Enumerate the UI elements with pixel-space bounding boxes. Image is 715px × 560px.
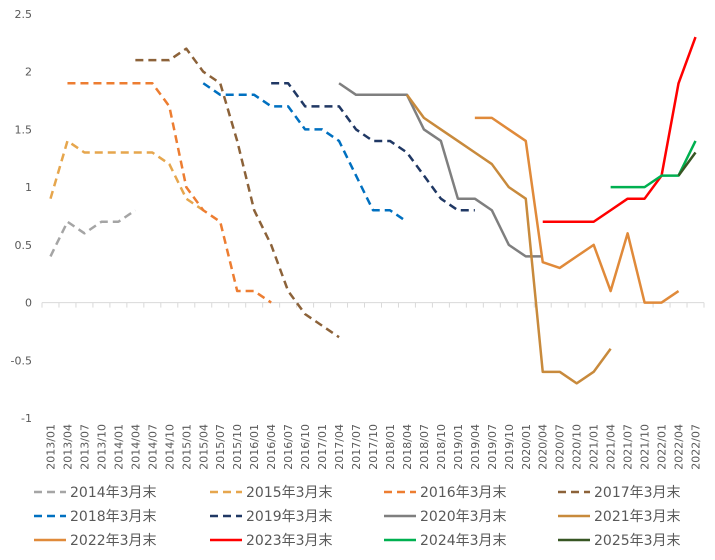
x-tick-label: 2017/10 <box>367 424 380 470</box>
x-tick-label: 2017/07 <box>350 424 363 470</box>
x-tick-label: 2018/01 <box>384 424 397 470</box>
x-tick-label: 2018/10 <box>435 424 448 470</box>
legend-label: 2022年3月末 <box>70 533 157 549</box>
y-tick-label: 0.5 <box>15 239 33 252</box>
legend-label: 2017年3月末 <box>594 485 681 501</box>
x-tick-label: 2016/10 <box>299 424 312 470</box>
x-tick-label: 2020/10 <box>571 424 584 470</box>
series-11-line <box>610 140 697 189</box>
legend-label: 2023年3月末 <box>246 533 333 549</box>
series-8-line <box>405 94 612 385</box>
x-tick-label: 2015/07 <box>214 424 227 470</box>
legend-label: 2014年3月末 <box>70 485 157 501</box>
x-tick-label: 2014/07 <box>146 424 159 470</box>
x-tick-label: 2013/07 <box>78 424 91 470</box>
legend-label: 2021年3月末 <box>594 509 681 525</box>
x-tick-label: 2021/07 <box>622 424 635 470</box>
series-2-line <box>49 139 204 212</box>
series-7-line <box>338 82 543 258</box>
y-tick-labels: -1 -0.5 0 0.5 1 1.5 2 2.5 <box>11 8 32 425</box>
x-tick-label: 2016/04 <box>265 424 278 470</box>
series-9-line <box>474 116 680 304</box>
x-tick-label: 2015/10 <box>231 424 244 470</box>
x-tick-label: 2014/04 <box>129 424 142 470</box>
x-tick-label: 2013/10 <box>95 424 108 470</box>
x-tick-label: 2017/04 <box>333 424 346 470</box>
legend-label: 2016年3月末 <box>420 485 507 501</box>
y-tick-label: 2.5 <box>15 8 33 21</box>
legend-label: 2020年3月末 <box>420 509 507 525</box>
x-tick-label: 2013/04 <box>61 424 74 470</box>
x-tick-label: 2018/07 <box>418 424 431 470</box>
x-tick-label: 2013/01 <box>44 424 57 470</box>
x-tick-label: 2014/01 <box>112 424 125 470</box>
x-tick-label: 2021/10 <box>639 424 652 470</box>
legend-label: 2019年3月末 <box>246 509 333 525</box>
series-group <box>49 36 697 385</box>
x-tick-label: 2015/01 <box>180 424 193 470</box>
x-tick-label: 2018/04 <box>401 424 414 470</box>
y-tick-label: 0 <box>25 297 32 310</box>
x-tick-label: 2021/04 <box>605 424 618 470</box>
y-tick-label: -1 <box>21 412 32 425</box>
series-3-line <box>67 82 272 304</box>
x-tick-label: 2020/04 <box>537 424 550 470</box>
axes-group <box>41 302 705 308</box>
x-tick-label: 2022/04 <box>673 424 686 470</box>
x-tick-label: 2016/07 <box>282 424 295 470</box>
x-tick-label: 2020/07 <box>554 424 567 470</box>
x-tick-label: 2017/01 <box>316 424 329 470</box>
x-tick-label: 2020/01 <box>520 424 533 470</box>
y-tick-label: 1.5 <box>15 123 33 136</box>
legend: 2014年3月末 2015年3月末 2016年3月末 2017年3月末 2018年3月末… <box>34 485 681 549</box>
x-tick-label: 2016/01 <box>248 424 261 470</box>
series-5-line <box>202 82 408 223</box>
series-1-line <box>49 209 137 257</box>
x-tick-label: 2015/04 <box>197 424 210 470</box>
y-tick-label: -0.5 <box>11 354 32 367</box>
x-tick-label: 2022/01 <box>656 424 669 470</box>
legend-label: 2025年3月末 <box>594 533 681 549</box>
series-10-line <box>542 36 697 224</box>
series-4-line <box>135 47 340 339</box>
x-tick-labels: 2013/01 2013/04 2013/07 2013/10 2014/01 2014/… <box>44 424 702 470</box>
x-tick-label: 2019/01 <box>452 424 465 470</box>
legend-label: 2015年3月末 <box>246 485 333 501</box>
x-tick-label: 2014/10 <box>163 424 176 470</box>
y-tick-label: 2 <box>25 66 32 79</box>
series-12-line <box>677 151 697 177</box>
x-tick-label: 2019/04 <box>469 424 482 470</box>
x-tick-label: 2019/07 <box>486 424 499 470</box>
x-tick-label: 2021/01 <box>588 424 601 470</box>
series-6-line <box>271 82 475 212</box>
x-tick-label: 2019/10 <box>503 424 516 470</box>
y-tick-label: 1 <box>25 181 32 194</box>
legend-label: 2024年3月末 <box>420 533 507 549</box>
x-tick-label: 2022/07 <box>690 424 703 470</box>
legend-label: 2018年3月末 <box>70 509 157 525</box>
